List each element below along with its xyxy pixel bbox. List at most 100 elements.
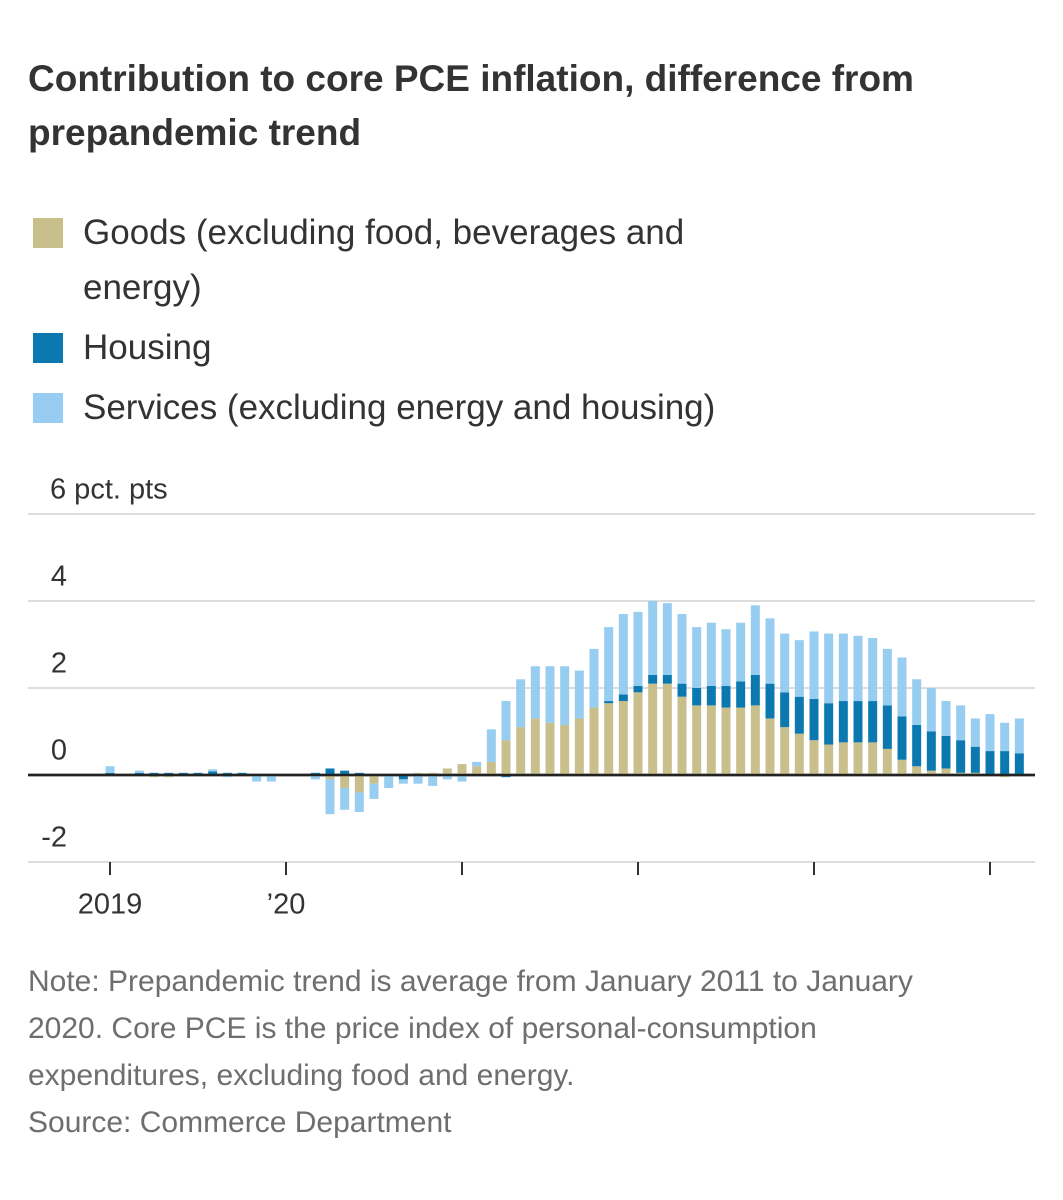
bar-segment	[574, 670, 584, 719]
y-tick-label: 2	[51, 648, 67, 680]
bar-segment	[530, 718, 540, 775]
bar-segment	[956, 705, 966, 741]
bar-segment	[486, 729, 496, 762]
bar-segment	[662, 683, 672, 775]
bar-segment	[501, 701, 511, 741]
bar-segment	[677, 683, 687, 697]
bar-segment	[941, 701, 951, 736]
bar-segment	[809, 740, 819, 775]
bar-segment	[398, 779, 408, 784]
bar-segment	[868, 742, 878, 775]
bar-segment	[897, 716, 907, 760]
bar-segment	[545, 722, 555, 775]
bar-segment	[838, 633, 848, 702]
bar-segment	[838, 742, 848, 775]
bar-segment	[897, 759, 907, 775]
bar-segment	[457, 775, 467, 782]
bar-segment	[310, 775, 320, 780]
bar-segment	[560, 724, 570, 775]
x-tick-label: 2019	[78, 889, 143, 921]
bar-segment	[868, 637, 878, 702]
bar-segment	[633, 692, 643, 775]
bar-segment	[912, 679, 922, 725]
bar-segment	[824, 703, 834, 745]
bar-segment	[442, 775, 452, 780]
bar-segment	[648, 674, 658, 684]
bar-segment	[648, 683, 658, 775]
y-tick-label: 4	[51, 561, 67, 593]
bar-segment	[780, 727, 790, 775]
legend-item: Goods (excluding food, beverages and ene…	[30, 205, 830, 315]
bar-segment	[604, 627, 614, 702]
legend-swatch	[33, 333, 63, 363]
bar-segment	[648, 601, 658, 675]
bar-segment	[208, 769, 218, 772]
bar-segment	[1014, 753, 1024, 775]
bar-segment	[736, 681, 746, 708]
bar-segment	[516, 727, 526, 775]
bar-segment	[354, 775, 364, 793]
bar-segment	[941, 768, 951, 775]
bar-segment	[838, 701, 848, 743]
bar-segment	[824, 744, 834, 775]
legend-swatch	[33, 218, 63, 248]
bar-segment	[765, 683, 775, 719]
bar-segment	[853, 742, 863, 775]
legend-label: Services (excluding energy and housing)	[83, 388, 716, 427]
bar-segment	[853, 635, 863, 702]
bar-segment	[384, 775, 394, 789]
bar-segment	[970, 718, 980, 747]
bar-segment	[589, 648, 599, 708]
bar-segment	[1000, 751, 1010, 775]
bar-segment	[750, 674, 760, 706]
legend-item: Housing	[30, 320, 830, 375]
bar-segment	[604, 703, 614, 775]
bar-segment	[618, 694, 628, 702]
bar-segment	[897, 657, 907, 717]
bar-segment	[442, 768, 452, 775]
bar-segment	[794, 640, 804, 697]
bar-segment	[604, 701, 614, 704]
bar-segment	[985, 714, 995, 752]
bar-segment	[780, 633, 790, 693]
bar-segment	[765, 718, 775, 775]
bar-segment	[1014, 718, 1024, 754]
bar-segment	[472, 761, 482, 767]
bar-segment	[882, 648, 892, 706]
bar-segment	[985, 751, 995, 775]
bar-segment	[750, 705, 760, 775]
bar-segment	[882, 748, 892, 775]
bar-segment	[325, 768, 335, 775]
bar-segment	[692, 627, 702, 688]
bar-segment	[560, 666, 570, 725]
bar-segment	[369, 783, 379, 799]
bar-segment	[398, 775, 408, 780]
chart-title: Contribution to core PCE inflation, diff…	[28, 58, 914, 153]
bar-segment	[472, 766, 482, 775]
bar-segment	[926, 770, 936, 775]
bar-segment	[633, 611, 643, 686]
bar-segment	[780, 692, 790, 728]
bar-segment	[912, 724, 922, 767]
bar-segment	[809, 698, 819, 741]
bar-segment	[618, 614, 628, 695]
bar-segment	[618, 701, 628, 775]
note-line: 2020. Core PCE is the price index of per…	[28, 1012, 817, 1045]
chart: -2 0 2 4 6 pct. pts 2019 ’20	[28, 474, 1035, 921]
bar-segment	[794, 733, 804, 775]
bar-segment	[574, 718, 584, 775]
bar-segment	[457, 764, 467, 775]
bar-segment	[252, 775, 262, 782]
bar-segment	[413, 775, 423, 784]
bar-segment	[853, 701, 863, 743]
bar-segment	[677, 614, 687, 684]
bar-segment	[721, 707, 731, 775]
bar-segment	[266, 775, 276, 782]
bar-segment	[369, 775, 379, 784]
bar-segment	[736, 707, 746, 775]
bar-segment	[105, 766, 115, 773]
bar-segment	[706, 622, 716, 686]
bar-segment	[706, 685, 716, 706]
bar-segment	[692, 688, 702, 706]
bar-segment	[662, 603, 672, 675]
